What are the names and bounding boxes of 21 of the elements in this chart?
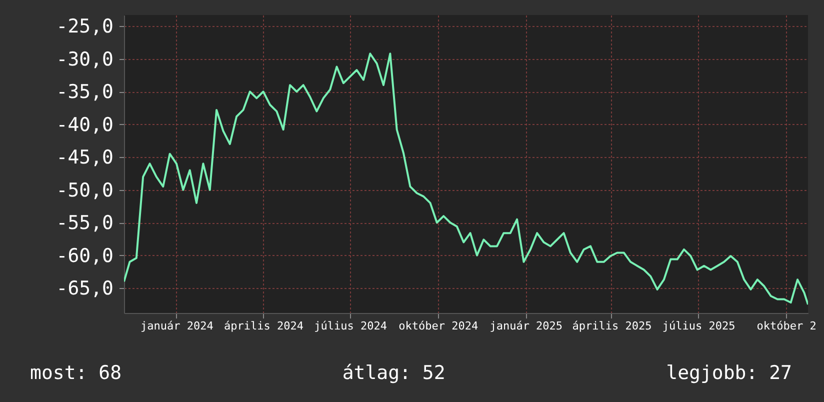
y-tick-label: -40,0 <box>56 114 114 136</box>
y-tick-label: -45,0 <box>56 146 114 169</box>
line-series <box>124 52 808 306</box>
y-tick-label: -50,0 <box>56 179 114 202</box>
y-tick-label: -35,0 <box>56 81 114 104</box>
x-tick-label: január 2024 <box>140 320 214 332</box>
x-tick-label: október 2 <box>756 320 816 332</box>
text: átlag: 52 <box>342 362 446 384</box>
text: most: 68 <box>30 362 122 384</box>
y-tick-label: -55,0 <box>56 212 114 234</box>
x-tick-label: július 2025 <box>662 320 736 332</box>
text: legjobb: 27 <box>666 362 792 384</box>
y-tick-label: -25,0 <box>56 16 114 38</box>
y-tick-label: -65,0 <box>56 278 114 300</box>
y-tick-label: -60,0 <box>56 244 114 267</box>
y-tick-label: -30,0 <box>56 48 114 70</box>
x-tick-label: április 2024 <box>224 320 304 332</box>
x-tick-label: július 2024 <box>314 320 388 332</box>
x-tick-label: október 2024 <box>398 320 478 332</box>
x-tick-label: január 2025 <box>490 320 563 332</box>
x-tick-label: április 2025 <box>572 320 652 332</box>
